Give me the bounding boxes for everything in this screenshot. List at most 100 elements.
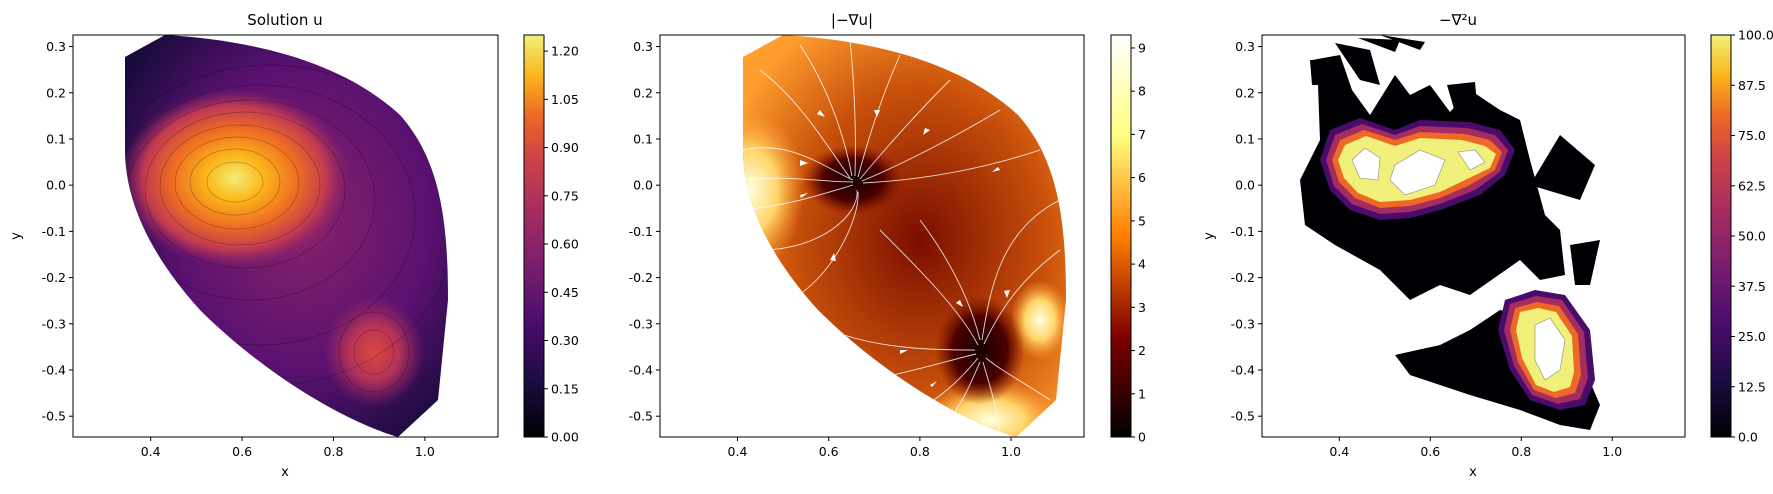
colorbar: 0.00 0.15 0.30 0.45 0.60 0.75 0.90 1.05 1.20 bbox=[523, 34, 579, 445]
contour-low-region bbox=[1380, 35, 1425, 50]
colorbar-tick-label: 0 bbox=[1138, 430, 1146, 445]
y-tick-label: -0.3 bbox=[42, 316, 66, 331]
contour-peak-secondary bbox=[324, 297, 424, 407]
panel-gradient-magnitude: |−∇u| bbox=[629, 11, 1146, 459]
y-axis-label: y bbox=[9, 232, 24, 240]
x-tick-label: 0.8 bbox=[1511, 444, 1531, 459]
contour-low-region bbox=[1480, 190, 1515, 225]
colorbar-tick-label: 100.0 bbox=[1738, 28, 1773, 43]
y-axis: 0.3 0.2 0.1 0.0 -0.1 -0.2 -0.3 -0.4 -0.5 bbox=[1231, 39, 1262, 424]
colorbar-tick-label: 37.5 bbox=[1738, 279, 1766, 294]
y-tick-label: 0.1 bbox=[1235, 131, 1255, 146]
x-tick-label: 0.6 bbox=[232, 444, 252, 459]
x-tick-label: 0.6 bbox=[819, 444, 839, 459]
colorbar-tick-label: 25.0 bbox=[1738, 329, 1766, 344]
streamlines bbox=[743, 39, 1061, 431]
axes-frame bbox=[72, 34, 499, 438]
panel-title: |−∇u| bbox=[831, 11, 873, 29]
streamline-arrows bbox=[800, 110, 1010, 387]
y-tick-label: -0.1 bbox=[1231, 224, 1255, 239]
x-tick-label: 0.4 bbox=[728, 444, 748, 459]
colorbar: 0 1 2 3 4 5 6 7 8 9 bbox=[1110, 34, 1146, 445]
y-tick-label: -0.1 bbox=[42, 224, 66, 239]
colorbar-tick-label: 2 bbox=[1138, 343, 1146, 358]
x-axis: 0.4 0.6 0.8 1.0 bbox=[1329, 437, 1622, 459]
colorbar-tick-label: 4 bbox=[1138, 257, 1146, 272]
y-tick-label: -0.3 bbox=[1231, 316, 1255, 331]
colorbar-tick-label: 75.0 bbox=[1738, 128, 1766, 143]
y-tick-label: -0.2 bbox=[42, 270, 66, 285]
panel-title: −∇²u bbox=[1439, 11, 1477, 29]
bright-region bbox=[920, 380, 1060, 437]
colorbar-tick-label: 8 bbox=[1138, 84, 1146, 99]
contour-low-region bbox=[1570, 240, 1600, 285]
colorbar-tick-label: 0.15 bbox=[551, 381, 579, 396]
colorbar-tick-label: 0.45 bbox=[551, 285, 579, 300]
colorbar: 0.0 12.5 25.0 37.5 50.0 62.5 75.0 87.5 100.0 bbox=[1710, 28, 1773, 445]
x-tick-label: 0.4 bbox=[141, 444, 161, 459]
bright-region bbox=[743, 110, 805, 270]
y-tick-label: 0.1 bbox=[46, 131, 66, 146]
x-axis: 0.4 0.6 0.8 1.0 bbox=[728, 437, 1021, 459]
colorbar-tick-label: 0.75 bbox=[551, 188, 579, 203]
axes-frame bbox=[659, 34, 1085, 438]
colorbar-tick-label: 1.05 bbox=[551, 92, 579, 107]
colorbar-tick-label: 1.20 bbox=[551, 44, 579, 59]
y-tick-label: 0.0 bbox=[46, 178, 66, 193]
colorbar-gradient bbox=[1110, 34, 1132, 438]
colorbar-gradient bbox=[523, 34, 545, 438]
x-axis-label: x bbox=[1469, 465, 1477, 480]
contour-field bbox=[743, 35, 1066, 437]
colorbar-tick-label: 0.0 bbox=[1738, 430, 1758, 445]
colorbar-tick-label: 50.0 bbox=[1738, 229, 1766, 244]
colorbar-tick-label: 12.5 bbox=[1738, 379, 1766, 394]
colorbar-tick-label: 7 bbox=[1138, 127, 1146, 142]
x-tick-label: 1.0 bbox=[1602, 444, 1622, 459]
contour-low-region bbox=[1530, 135, 1595, 200]
colorbar-tick-label: 0.00 bbox=[551, 430, 579, 445]
y-tick-label: -0.5 bbox=[1231, 409, 1255, 424]
x-tick-label: 0.4 bbox=[1329, 444, 1349, 459]
contour-field bbox=[125, 35, 448, 437]
y-tick-label: -0.3 bbox=[629, 316, 653, 331]
y-tick-label: 0.2 bbox=[1235, 85, 1255, 100]
y-axis: 0.3 0.2 0.1 0.0 -0.1 -0.2 -0.3 -0.4 -0.5 bbox=[629, 39, 660, 424]
contour-high-region-1 bbox=[1320, 118, 1515, 220]
y-tick-label: -0.1 bbox=[629, 224, 653, 239]
y-tick-label: -0.5 bbox=[42, 409, 66, 424]
colorbar-tick-label: 1 bbox=[1138, 386, 1146, 401]
contour-peak-main bbox=[125, 88, 350, 268]
panel-solution-u: Solution u 0.4 0.6 0.8 1.0 0.3 0.2 0.1 0.0 -0.1 bbox=[9, 11, 579, 480]
y-tick-label: 0.3 bbox=[1235, 39, 1255, 54]
x-tick-label: 0.6 bbox=[1420, 444, 1440, 459]
y-tick-label: 0.0 bbox=[1235, 178, 1255, 193]
x-tick-label: 0.8 bbox=[910, 444, 930, 459]
colorbar-tick-label: 9 bbox=[1138, 40, 1146, 55]
y-tick-label: 0.2 bbox=[633, 85, 653, 100]
y-tick-label: 0.3 bbox=[633, 39, 653, 54]
contour-field bbox=[1300, 35, 1600, 430]
contour-low-region bbox=[1447, 82, 1478, 115]
y-tick-label: 0.3 bbox=[46, 39, 66, 54]
colorbar-tick-label: 62.5 bbox=[1738, 178, 1766, 193]
contour-low-region bbox=[1358, 38, 1400, 52]
panel-title: Solution u bbox=[247, 11, 322, 29]
y-tick-label: -0.2 bbox=[629, 270, 653, 285]
colorbar-tick-label: 0.30 bbox=[551, 333, 579, 348]
y-tick-label: 0.0 bbox=[633, 178, 653, 193]
y-tick-label: -0.4 bbox=[629, 363, 653, 378]
y-tick-label: -0.4 bbox=[1231, 363, 1255, 378]
colorbar-gradient bbox=[1710, 34, 1732, 438]
colorbar-tick-label: 5 bbox=[1138, 213, 1146, 228]
x-axis-label: x bbox=[281, 465, 289, 480]
bright-region bbox=[1010, 280, 1066, 360]
y-axis-label: y bbox=[1202, 232, 1217, 240]
contour-low-region bbox=[1335, 43, 1380, 85]
y-tick-label: -0.2 bbox=[1231, 270, 1255, 285]
contour-low-region bbox=[1310, 60, 1318, 85]
y-tick-label: -0.4 bbox=[42, 363, 66, 378]
panel-laplacian: −∇²u bbox=[1202, 11, 1773, 480]
colorbar-tick-label: 6 bbox=[1138, 170, 1146, 185]
colorbar-tick-label: 0.90 bbox=[551, 140, 579, 155]
